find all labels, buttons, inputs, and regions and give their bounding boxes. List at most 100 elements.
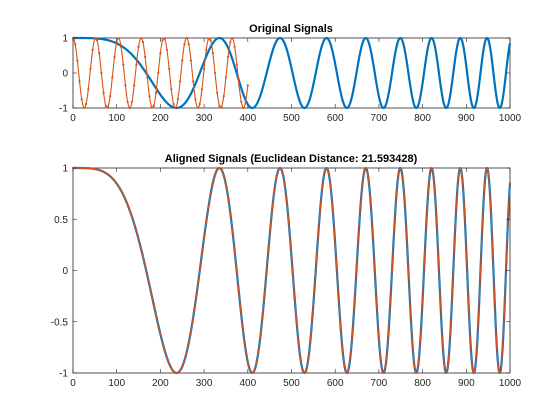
data-point xyxy=(146,76,149,79)
data-point xyxy=(150,294,153,297)
data-point xyxy=(211,52,214,55)
data-point xyxy=(139,37,142,40)
data-point xyxy=(137,45,140,48)
data-point xyxy=(124,84,127,87)
data-point xyxy=(336,277,339,280)
x-tick-label: 900 xyxy=(458,378,475,389)
data-point xyxy=(506,223,509,226)
x-tick-label: 200 xyxy=(152,378,169,389)
data-point xyxy=(351,329,354,332)
data-point xyxy=(115,40,118,44)
data-point xyxy=(262,309,265,312)
data-point xyxy=(384,365,387,368)
data-point xyxy=(493,300,496,304)
data-point xyxy=(104,104,107,107)
data-point xyxy=(205,48,208,51)
data-point xyxy=(227,55,230,58)
tick-group: 0 100 200 300 400 500 600 700 800 900 1000-101 xyxy=(59,34,521,125)
data-point xyxy=(157,71,160,75)
data-point xyxy=(216,91,219,94)
data-point xyxy=(277,168,280,172)
data-point xyxy=(355,259,359,262)
data-point xyxy=(502,331,505,334)
data-point xyxy=(301,368,304,371)
data-point xyxy=(349,354,352,357)
data-point xyxy=(89,67,92,70)
data-point xyxy=(141,255,145,258)
data-point xyxy=(168,67,171,70)
data-point xyxy=(176,98,179,101)
data-point xyxy=(80,166,83,170)
data-point xyxy=(93,37,96,41)
data-point xyxy=(148,95,151,98)
data-point xyxy=(288,228,291,231)
data-point xyxy=(244,100,247,103)
x-tick-label: 700 xyxy=(371,378,388,389)
data-point xyxy=(174,371,177,374)
data-point xyxy=(412,359,415,363)
data-point xyxy=(318,211,321,214)
data-point xyxy=(192,80,195,83)
data-point xyxy=(122,193,125,196)
x-tick-label: 300 xyxy=(196,113,213,124)
data-point xyxy=(362,173,365,176)
data-point xyxy=(102,91,105,94)
data-point xyxy=(93,167,96,171)
data-point xyxy=(312,303,315,306)
data-point xyxy=(248,368,252,372)
chart-title: Original Signals xyxy=(249,23,333,35)
data-point xyxy=(209,39,212,42)
x-tick-label: 1000 xyxy=(499,378,522,389)
data-point xyxy=(220,105,223,109)
data-point xyxy=(172,102,175,106)
data-point xyxy=(342,361,346,364)
data-point xyxy=(290,255,293,258)
chart-title: Aligned Signals (Euclidean Distance: 21.… xyxy=(165,153,418,165)
y-tick-label: 1 xyxy=(62,34,68,45)
data-point xyxy=(159,332,162,336)
data-point xyxy=(379,362,383,365)
y-tick-label: 0.5 xyxy=(54,215,68,226)
data-point xyxy=(259,330,263,333)
data-point xyxy=(176,371,179,374)
data-point xyxy=(452,271,455,275)
x-tick-label: 300 xyxy=(196,378,213,389)
data-point xyxy=(425,210,429,213)
data-point xyxy=(154,314,158,317)
data-point xyxy=(508,181,512,185)
y-tick-label: 0 xyxy=(62,266,68,277)
data-point xyxy=(329,187,332,190)
data-point xyxy=(133,222,136,225)
data-point xyxy=(172,370,175,373)
data-point xyxy=(130,215,134,219)
data-point xyxy=(111,177,114,180)
data-point xyxy=(386,343,389,347)
data-point xyxy=(74,43,77,46)
data-point xyxy=(113,55,116,58)
data-point xyxy=(242,332,245,335)
data-point xyxy=(463,203,466,206)
series-line-0 xyxy=(72,36,512,110)
x-tick-label: 100 xyxy=(108,378,125,389)
series-group xyxy=(71,36,512,110)
data-point xyxy=(360,193,363,196)
data-point xyxy=(104,171,107,175)
data-point xyxy=(458,167,461,170)
data-point xyxy=(307,352,311,355)
data-point xyxy=(192,316,195,319)
data-point xyxy=(476,341,479,344)
data-point xyxy=(279,167,282,170)
data-point xyxy=(371,226,374,230)
data-point xyxy=(233,45,236,48)
data-point xyxy=(235,271,238,274)
data-point xyxy=(157,323,160,326)
data-point xyxy=(251,371,254,375)
data-point xyxy=(128,209,131,212)
data-point xyxy=(91,48,94,51)
data-point xyxy=(128,106,131,110)
data-point xyxy=(231,37,234,40)
data-point xyxy=(80,98,83,101)
data-point xyxy=(98,168,101,172)
data-point xyxy=(95,168,99,171)
data-point xyxy=(109,175,112,178)
